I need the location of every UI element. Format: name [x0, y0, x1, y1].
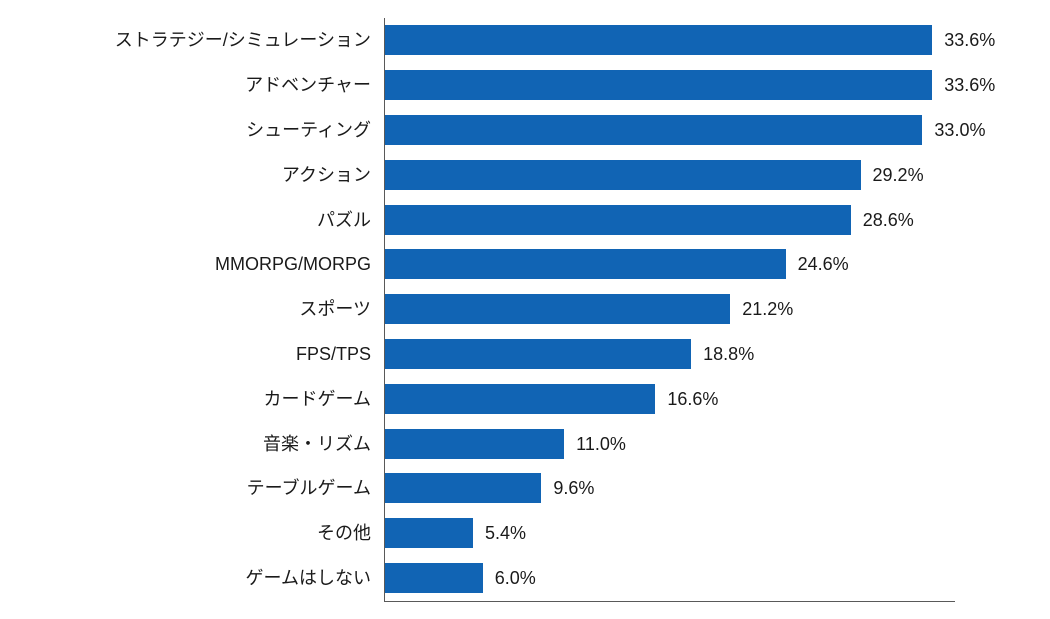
- x-axis-line: [384, 601, 955, 602]
- category-label: ゲームはしない: [0, 563, 371, 593]
- genre-bar-chart: ストラテジー/シミュレーション 33.6% アドベンチャー 33.6% シューティング 3…: [0, 0, 1050, 619]
- chart-row: その他 5.4%: [0, 518, 1050, 548]
- value-label: 6.0%: [495, 563, 536, 593]
- value-label: 33.0%: [934, 115, 985, 145]
- chart-row: ゲームはしない 6.0%: [0, 563, 1050, 593]
- value-label: 33.6%: [944, 25, 995, 55]
- bar: [385, 294, 730, 324]
- bar: [385, 518, 473, 548]
- category-label: ストラテジー/シミュレーション: [0, 25, 371, 55]
- chart-row: アドベンチャー 33.6%: [0, 70, 1050, 100]
- chart-row: テーブルゲーム 9.6%: [0, 473, 1050, 503]
- value-label: 11.0%: [576, 429, 626, 459]
- category-label: その他: [0, 518, 371, 548]
- value-label: 33.6%: [944, 70, 995, 100]
- bar: [385, 70, 932, 100]
- value-label: 5.4%: [485, 518, 526, 548]
- value-label: 21.2%: [742, 294, 793, 324]
- category-label: スポーツ: [0, 294, 371, 324]
- bar: [385, 160, 861, 190]
- bar: [385, 115, 922, 145]
- bar: [385, 249, 786, 279]
- bar: [385, 473, 541, 503]
- value-label: 28.6%: [863, 205, 914, 235]
- category-label: テーブルゲーム: [0, 473, 371, 503]
- chart-row: アクション 29.2%: [0, 160, 1050, 190]
- bar: [385, 384, 655, 414]
- chart-row: シューティング 33.0%: [0, 115, 1050, 145]
- category-label: アドベンチャー: [0, 70, 371, 100]
- category-label: カードゲーム: [0, 384, 371, 414]
- bar: [385, 339, 691, 369]
- category-label: FPS/TPS: [0, 339, 371, 369]
- bar: [385, 429, 564, 459]
- value-label: 29.2%: [873, 160, 924, 190]
- bar: [385, 563, 483, 593]
- category-label: パズル: [0, 205, 371, 235]
- bar: [385, 25, 932, 55]
- category-label: シューティング: [0, 115, 371, 145]
- chart-row: 音楽・リズム 11.0%: [0, 429, 1050, 459]
- bar: [385, 205, 851, 235]
- chart-row: FPS/TPS 18.8%: [0, 339, 1050, 369]
- chart-row: MMORPG/MORPG 24.6%: [0, 249, 1050, 279]
- category-label: MMORPG/MORPG: [0, 249, 371, 279]
- value-label: 18.8%: [703, 339, 754, 369]
- chart-row: パズル 28.6%: [0, 205, 1050, 235]
- chart-row: スポーツ 21.2%: [0, 294, 1050, 324]
- value-label: 16.6%: [667, 384, 718, 414]
- value-label: 24.6%: [798, 249, 849, 279]
- chart-row: ストラテジー/シミュレーション 33.6%: [0, 25, 1050, 55]
- category-label: アクション: [0, 160, 371, 190]
- chart-row: カードゲーム 16.6%: [0, 384, 1050, 414]
- value-label: 9.6%: [553, 473, 594, 503]
- category-label: 音楽・リズム: [0, 429, 371, 459]
